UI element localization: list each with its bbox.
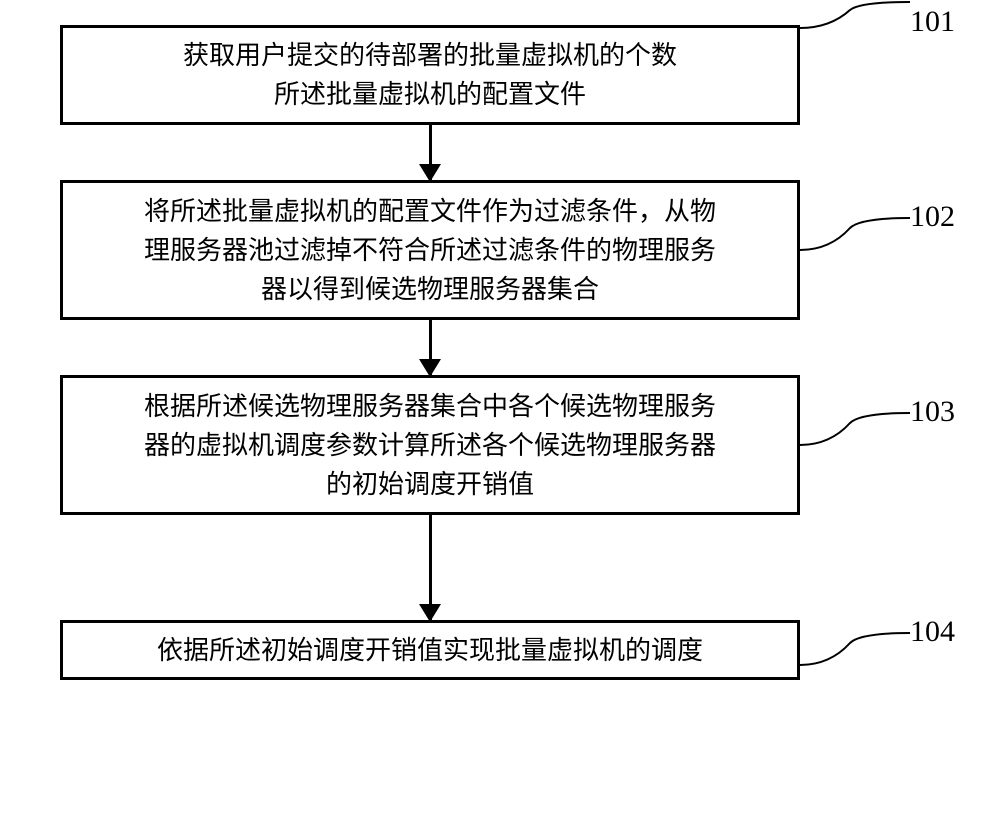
step-box-103: 根据所述候选物理服务器集合中各个候选物理服务 器的虚拟机调度参数计算所述各个候选… [60,375,800,515]
arrow-2 [60,320,800,375]
step-102-line3: 器以得到候选物理服务器集合 [261,275,599,304]
step-103-line3: 的初始调度开销值 [326,470,534,499]
step-text-104: 依据所述初始调度开销值实现批量虚拟机的调度 [137,623,723,678]
step-text-103: 根据所述候选物理服务器集合中各个候选物理服务 器的虚拟机调度参数计算所述各个候选… [124,379,736,512]
arrow-1 [60,125,800,180]
step-text-101: 获取用户提交的待部署的批量虚拟机的个数 所述批量虚拟机的配置文件 [163,28,697,122]
step-box-102: 将所述批量虚拟机的配置文件作为过滤条件，从物 理服务器池过滤掉不符合所述过滤条件… [60,180,800,320]
step-103-line1: 根据所述候选物理服务器集合中各个候选物理服务 [144,392,716,421]
step-102-line1: 将所述批量虚拟机的配置文件作为过滤条件，从物 [144,197,716,226]
step-101-line2: 所述批量虚拟机的配置文件 [274,80,586,109]
step-101-line1: 获取用户提交的待部署的批量虚拟机的个数 [183,41,677,70]
step-103-line2: 器的虚拟机调度参数计算所述各个候选物理服务器 [144,431,716,460]
step-box-104: 依据所述初始调度开销值实现批量虚拟机的调度 [60,620,800,680]
step-104-line1: 依据所述初始调度开销值实现批量虚拟机的调度 [157,636,703,665]
flowchart-container: 获取用户提交的待部署的批量虚拟机的个数 所述批量虚拟机的配置文件 将所述批量虚拟… [60,25,880,680]
arrow-3 [60,515,800,620]
label-104: 104 [910,615,955,649]
label-101: 101 [910,5,955,39]
step-102-line2: 理服务器池过滤掉不符合所述过滤条件的物理服务 [144,236,716,265]
step-text-102: 将所述批量虚拟机的配置文件作为过滤条件，从物 理服务器池过滤掉不符合所述过滤条件… [124,184,736,317]
label-102: 102 [910,200,955,234]
label-103: 103 [910,395,955,429]
step-box-101: 获取用户提交的待部署的批量虚拟机的个数 所述批量虚拟机的配置文件 [60,25,800,125]
